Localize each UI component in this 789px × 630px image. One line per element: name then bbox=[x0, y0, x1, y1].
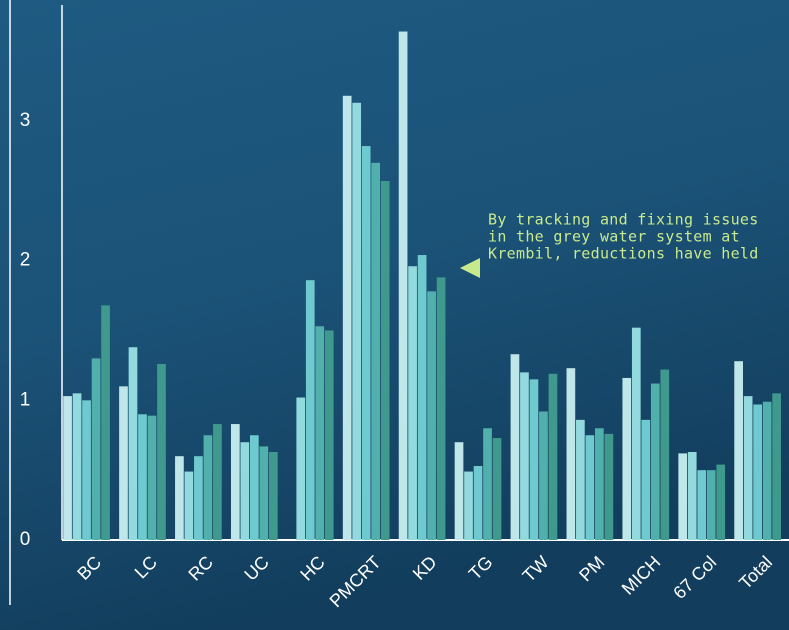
bar bbox=[342, 95, 352, 541]
bar bbox=[72, 393, 82, 540]
bar bbox=[213, 424, 222, 540]
y-tick-label: 1 bbox=[20, 389, 31, 410]
bar bbox=[361, 146, 371, 540]
bar bbox=[576, 419, 585, 540]
bar bbox=[82, 400, 91, 540]
bar bbox=[464, 471, 473, 540]
bar bbox=[417, 255, 427, 540]
bar bbox=[772, 393, 781, 540]
bar bbox=[249, 435, 259, 540]
bar bbox=[315, 326, 325, 540]
bar bbox=[473, 465, 483, 540]
bar bbox=[128, 347, 138, 540]
bar bbox=[716, 464, 726, 540]
bar bbox=[398, 31, 408, 541]
bar bbox=[427, 291, 436, 540]
bar bbox=[138, 414, 147, 540]
bar bbox=[268, 451, 278, 540]
bar bbox=[510, 354, 520, 540]
bar bbox=[380, 181, 390, 540]
bar bbox=[650, 383, 660, 540]
bar bbox=[157, 363, 166, 540]
bar bbox=[240, 442, 250, 540]
bar bbox=[706, 470, 716, 540]
bar bbox=[454, 442, 464, 540]
bar bbox=[119, 386, 128, 540]
bar bbox=[492, 438, 502, 540]
bar bbox=[622, 377, 632, 540]
bar bbox=[529, 379, 539, 540]
bar bbox=[324, 330, 334, 540]
bar bbox=[641, 419, 651, 540]
bar bbox=[548, 373, 558, 540]
bar bbox=[762, 401, 772, 540]
bar bbox=[743, 396, 753, 540]
bar bbox=[697, 470, 707, 540]
annotation: By tracking and fixing issues bbox=[488, 211, 759, 229]
bar bbox=[678, 453, 688, 540]
bar bbox=[101, 305, 110, 540]
annotation: Krembil, reductions have held bbox=[488, 245, 759, 263]
bar bbox=[687, 451, 697, 540]
bar bbox=[436, 277, 446, 540]
bar bbox=[595, 428, 604, 540]
y-tick-label: 3 bbox=[20, 110, 31, 131]
annotation: in the grey water system at bbox=[488, 228, 740, 246]
bar bbox=[734, 361, 743, 540]
bar bbox=[203, 435, 213, 540]
bar bbox=[352, 102, 362, 541]
bar bbox=[305, 280, 315, 540]
bar bbox=[520, 372, 529, 540]
bar bbox=[175, 456, 184, 540]
bar bbox=[585, 435, 595, 540]
bar bbox=[566, 368, 576, 540]
y-tick-label: 2 bbox=[20, 250, 31, 271]
bar bbox=[147, 415, 157, 540]
bar bbox=[408, 266, 417, 540]
annotation-arrow bbox=[460, 258, 480, 278]
bar bbox=[631, 327, 641, 540]
bar bbox=[483, 428, 492, 540]
bar bbox=[296, 397, 306, 540]
bar bbox=[660, 369, 670, 540]
bar bbox=[63, 396, 72, 540]
bar bbox=[184, 471, 194, 540]
bar bbox=[230, 424, 240, 540]
bar bbox=[371, 162, 381, 540]
bar bbox=[259, 446, 269, 540]
y-tick-label: 0 bbox=[20, 529, 31, 550]
bar bbox=[539, 411, 548, 540]
bar bbox=[91, 358, 101, 540]
bar bbox=[194, 456, 203, 540]
bar bbox=[753, 404, 762, 540]
bar bbox=[604, 433, 614, 540]
